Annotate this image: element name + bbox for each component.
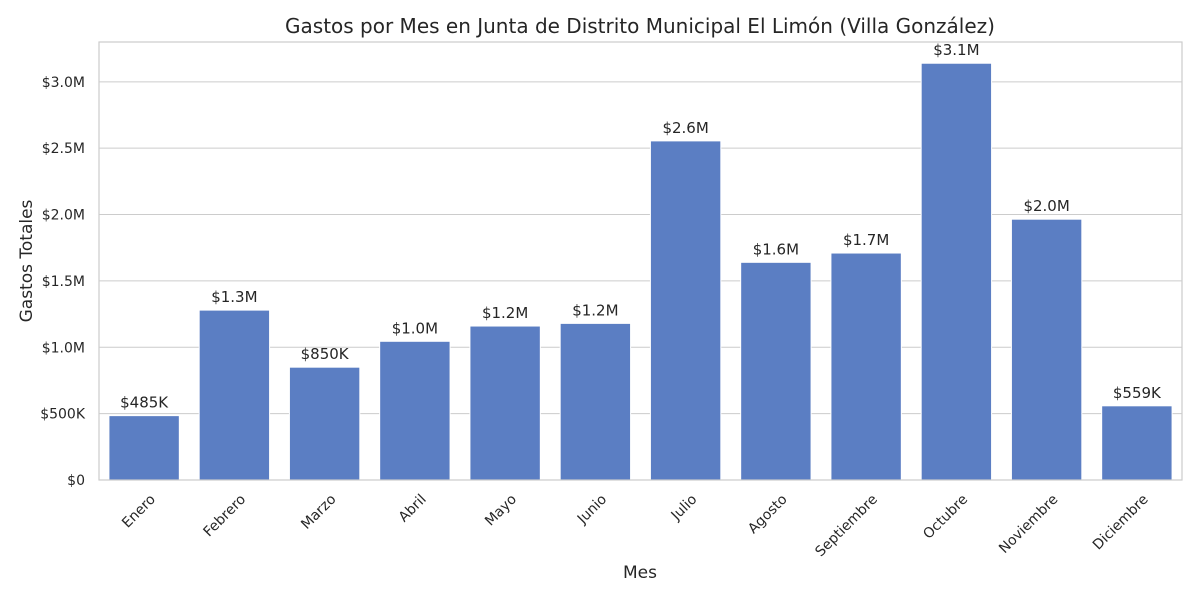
y-tick-label: $500K xyxy=(40,407,86,423)
bar-value-label: $1.6M xyxy=(753,240,799,258)
bar-value-label: $850K xyxy=(301,345,350,363)
gridlines xyxy=(99,81,1182,481)
y-tick-label: $2.5M xyxy=(42,141,85,157)
y-tick-label: $1.5M xyxy=(42,274,85,290)
bar-junio xyxy=(559,322,632,481)
x-tick-label: Octubre xyxy=(920,492,971,543)
y-axis-label: Gastos Totales xyxy=(17,199,37,322)
bar-marzo xyxy=(288,366,361,481)
bar-abril xyxy=(379,340,451,481)
bar-octubre xyxy=(920,62,993,481)
bar-mayo xyxy=(469,325,541,481)
x-axis-label: Mes xyxy=(623,563,657,583)
bar-value-label: $1.7M xyxy=(843,231,889,249)
bar-agosto xyxy=(740,261,812,481)
bar-value-label: $485K xyxy=(120,394,169,412)
x-tick-label: Enero xyxy=(119,492,159,532)
x-tick-label: Junio xyxy=(574,492,610,528)
x-tick-label: Marzo xyxy=(298,492,339,533)
plot-frame xyxy=(98,41,1183,481)
bar-noviembre xyxy=(1010,218,1083,481)
bar-value-label: $1.0M xyxy=(392,319,438,337)
y-tick-label: $0 xyxy=(67,473,85,489)
bar-febrero xyxy=(198,309,271,481)
bar-value-label: $3.1M xyxy=(933,41,979,59)
bar-diciembre xyxy=(1101,405,1173,481)
chart-title: Gastos por Mes en Junta de Distrito Muni… xyxy=(285,14,995,38)
bar-value-label: $1.2M xyxy=(572,301,618,319)
bar-value-label: $2.0M xyxy=(1023,197,1069,215)
x-tick-label: Septiembre xyxy=(812,492,881,561)
bar-value-label: $559K xyxy=(1113,384,1162,402)
x-tick-label: Julio xyxy=(668,492,701,525)
bar-value-label: $2.6M xyxy=(662,119,708,137)
x-tick-label: Agosto xyxy=(745,492,791,538)
y-tick-label: $1.0M xyxy=(42,340,85,356)
x-axis-ticks: Enero Febrero Marzo Abril Mayo Junio Julio Agos… xyxy=(119,492,1152,561)
bar-enero xyxy=(108,415,180,481)
bar-value-label: $1.3M xyxy=(211,288,257,306)
y-axis-ticks: $0 $500K $1.0M $1.5M $2.0M $2.5M $3.0M xyxy=(40,75,86,489)
data-labels: $485K $1.3M $850K $1.0M $1.2M $1.2M $2.6M $1.6M… xyxy=(120,41,1162,411)
y-tick-label: $2.0M xyxy=(42,208,85,224)
y-tick-label: $3.0M xyxy=(42,75,85,91)
bar-value-label: $1.2M xyxy=(482,304,528,322)
bar-julio xyxy=(649,140,722,481)
bars xyxy=(108,62,1173,481)
x-tick-label: Diciembre xyxy=(1090,492,1152,554)
x-tick-label: Febrero xyxy=(201,492,250,541)
x-tick-label: Mayo xyxy=(482,492,520,530)
x-tick-label: Abril xyxy=(396,492,430,526)
x-tick-label: Noviembre xyxy=(996,492,1061,557)
bar-septiembre xyxy=(830,252,902,481)
